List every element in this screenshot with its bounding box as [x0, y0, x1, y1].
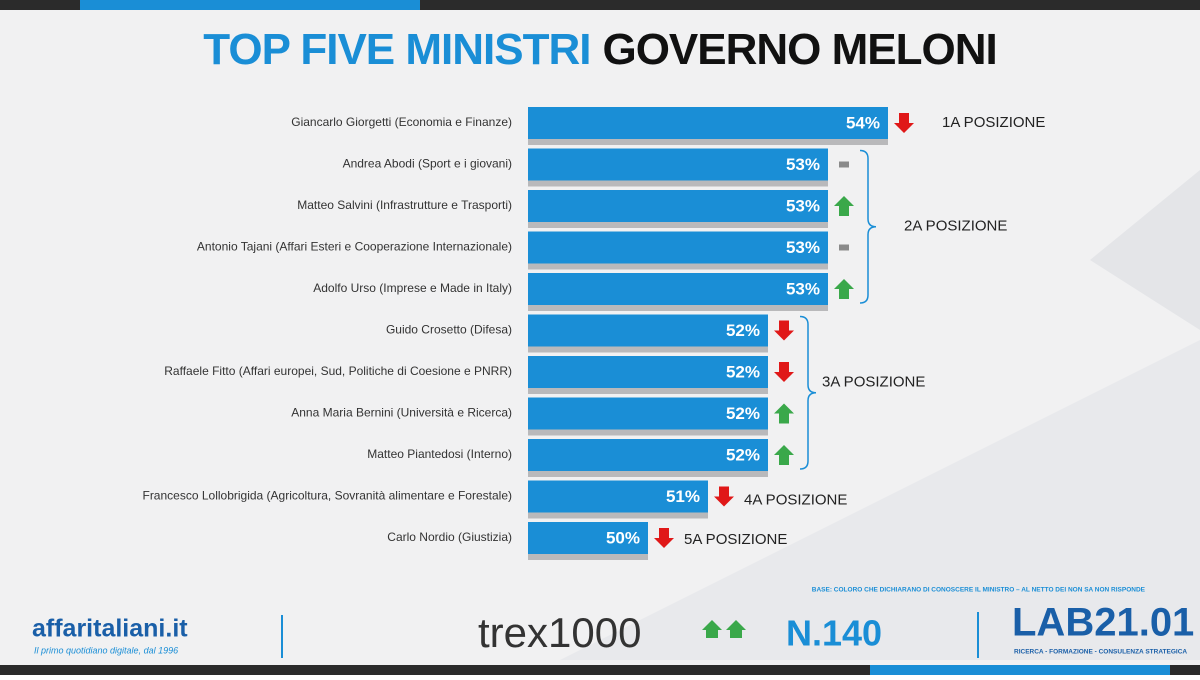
- y-tick-label: Adolfo Urso (Imprese e Made in Italy): [313, 281, 512, 295]
- bar: [528, 273, 828, 305]
- data-label: 53%: [786, 155, 820, 174]
- data-label: 53%: [786, 238, 820, 257]
- trend-arrow: [839, 244, 849, 251]
- bracket: [859, 149, 877, 304]
- data-label: 52%: [726, 362, 760, 381]
- y-tick-label: Carlo Nordio (Giustizia): [387, 530, 512, 544]
- bottom-bar-accent: [870, 665, 1170, 675]
- trex-logo: trex1000: [478, 609, 641, 656]
- data-label: 52%: [726, 404, 760, 423]
- chart-title: TOP FIVE MINISTRI GOVERNO MELONI: [203, 25, 996, 74]
- y-tick-label: Giancarlo Giorgetti (Economia e Finanze): [291, 115, 512, 129]
- bar: [528, 148, 828, 181]
- tagline: Il primo quotidiano digitale, dal 1996: [34, 645, 178, 655]
- bottom-bar: [0, 665, 1200, 675]
- data-label: 54%: [846, 113, 880, 132]
- bar: [528, 231, 828, 264]
- bracket: [799, 315, 817, 470]
- trend-arrow: [774, 362, 794, 382]
- top-bar: [0, 0, 1200, 10]
- y-tick-label: Andrea Abodi (Sport e i giovani): [343, 157, 512, 171]
- trend-arrow: [839, 161, 849, 168]
- data-label: 53%: [786, 279, 820, 298]
- bar: [528, 314, 768, 347]
- brand: affaritaliani.it: [32, 615, 188, 643]
- plot: Giancarlo Giorgetti (Economia e Finanze)…: [142, 107, 1045, 560]
- top-bar-accent: [80, 0, 420, 10]
- y-tick-label: Guido Crosetto (Difesa): [386, 323, 512, 337]
- trend-arrow: [834, 279, 854, 299]
- trend-arrow: [834, 196, 854, 216]
- bar: [528, 107, 888, 139]
- y-tick-label: Francesco Lollobrigida (Agricoltura, Sov…: [142, 489, 512, 503]
- bar: [528, 522, 648, 554]
- annotation: 1A POSIZIONE: [942, 114, 1045, 131]
- y-tick-label: Anna Maria Bernini (Università e Ricerca…: [291, 406, 512, 420]
- data-label: 50%: [606, 528, 640, 547]
- data-label: 52%: [726, 321, 760, 340]
- data-label: 53%: [786, 196, 820, 215]
- bar: [528, 356, 768, 388]
- annotation: 4A POSIZIONE: [744, 491, 847, 508]
- y-tick-label: Raffaele Fitto (Affari europei, Sud, Pol…: [164, 364, 512, 378]
- trend-arrow: [774, 320, 794, 341]
- decor: [1090, 170, 1200, 330]
- logo-arrow: [702, 620, 722, 638]
- trend-arrow: [774, 445, 794, 465]
- data-label: 51%: [666, 487, 700, 506]
- title-part: GOVERNO MELONI: [602, 25, 996, 74]
- note: BASE: COLORO CHE DICHIARANO DI CONOSCERE…: [812, 587, 1146, 594]
- data-label: 52%: [726, 445, 760, 464]
- y-tick-label: Matteo Piantedosi (Interno): [367, 447, 512, 461]
- lab-tagline: RICERCA - FORMAZIONE - CONSULENZA STRATE…: [1014, 649, 1187, 656]
- trend-arrow: [654, 528, 674, 548]
- annotation: 5A POSIZIONE: [684, 531, 787, 548]
- trend-arrow: [714, 486, 734, 507]
- bar: [528, 190, 828, 222]
- annotation: 3A POSIZIONE: [822, 374, 925, 391]
- annotation: 2A POSIZIONE: [904, 218, 1007, 235]
- title-part: TOP FIVE MINISTRI: [203, 25, 590, 74]
- y-tick-label: Antonio Tajani (Affari Esteri e Cooperaz…: [197, 240, 512, 254]
- issue-number: N.140: [786, 613, 882, 654]
- bar: [528, 397, 768, 430]
- bar: [528, 439, 768, 471]
- decor: [560, 340, 1200, 660]
- bar: [528, 480, 708, 513]
- trend-arrow: [894, 113, 914, 133]
- logo-arrow: [726, 620, 746, 638]
- lab-logo: LAB21.01: [1012, 601, 1194, 645]
- y-tick-label: Matteo Salvini (Infrastrutture e Traspor…: [297, 198, 512, 212]
- trend-arrow: [774, 403, 794, 424]
